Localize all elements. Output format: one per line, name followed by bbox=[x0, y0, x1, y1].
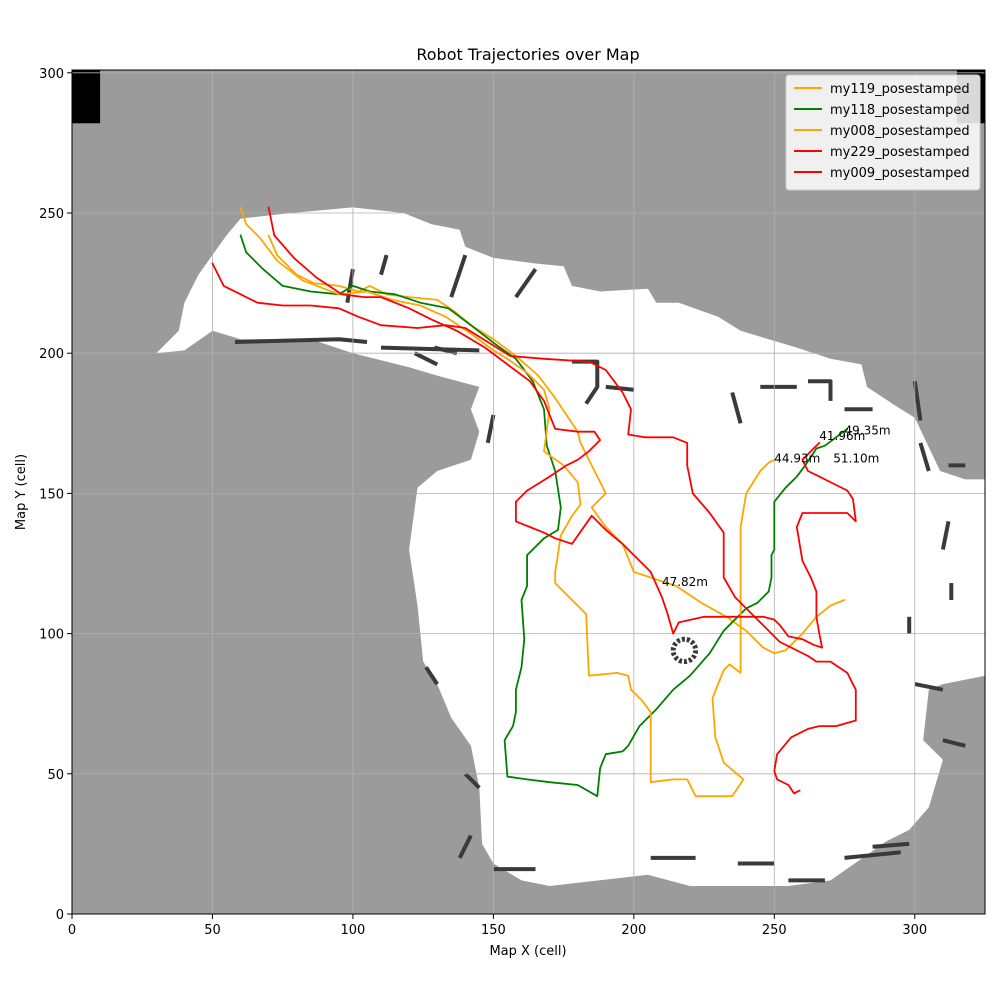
distance-annotation: 44.93m bbox=[774, 452, 820, 466]
map-block bbox=[72, 70, 101, 124]
y-tick-label: 150 bbox=[39, 487, 64, 502]
distance-annotation: 49.35m bbox=[845, 424, 891, 438]
map-free-area bbox=[156, 207, 985, 886]
x-tick-label: 150 bbox=[481, 923, 506, 938]
y-tick-label: 50 bbox=[47, 768, 64, 783]
x-tick-label: 100 bbox=[341, 923, 366, 938]
x-axis-label: Map X (cell) bbox=[489, 944, 566, 959]
y-tick-label: 300 bbox=[39, 67, 64, 82]
map-wall bbox=[433, 345, 458, 356]
map-wall bbox=[413, 351, 439, 367]
distance-annotation: 47.82m bbox=[662, 575, 708, 589]
y-axis-label: Map Y (cell) bbox=[14, 454, 29, 530]
map-wall bbox=[808, 379, 833, 401]
x-tick-label: 50 bbox=[204, 923, 221, 938]
x-tick-label: 0 bbox=[68, 923, 76, 938]
map-wall bbox=[940, 521, 951, 550]
y-tick-label: 250 bbox=[39, 207, 64, 222]
chart-title: Robot Trajectories over Map bbox=[416, 45, 639, 64]
map-wall bbox=[485, 414, 496, 444]
map-wall bbox=[872, 841, 910, 849]
legend-entry: my119_posestamped bbox=[830, 82, 970, 97]
map-wall bbox=[844, 850, 901, 860]
x-tick-label: 250 bbox=[762, 923, 787, 938]
map-wall bbox=[345, 268, 355, 304]
map-wall bbox=[514, 267, 538, 299]
map-wall bbox=[424, 666, 439, 686]
x-tick-label: 300 bbox=[902, 923, 927, 938]
map-wall bbox=[730, 391, 743, 424]
legend: my119_posestamped my118_posestamped my008_… bbox=[785, 74, 981, 191]
map-obstacle bbox=[670, 636, 699, 665]
map-wall bbox=[942, 738, 966, 748]
trajectory-my118_posestamped bbox=[239, 234, 849, 798]
y-tick-label: 0 bbox=[56, 908, 64, 923]
legend-entry: my009_posestamped bbox=[830, 166, 970, 181]
y-tick-label: 200 bbox=[39, 347, 64, 362]
y-tick-label: 100 bbox=[39, 628, 64, 643]
trajectory-my229_posestamped bbox=[211, 262, 857, 795]
map-wall bbox=[914, 682, 944, 692]
map-wall bbox=[379, 254, 389, 276]
distance-annotation: 51.10m bbox=[833, 452, 879, 466]
legend-entry: my118_posestamped bbox=[830, 103, 970, 118]
map-wall bbox=[457, 834, 473, 859]
distance-annotation: 41.96m bbox=[819, 429, 865, 443]
x-tick-label: 200 bbox=[621, 923, 646, 938]
trajectory-my119_posestamped bbox=[267, 234, 846, 655]
trajectory-my008_posestamped bbox=[239, 206, 776, 798]
legend-entry: my008_posestamped bbox=[830, 124, 970, 139]
map-wall bbox=[234, 337, 368, 344]
map-wall bbox=[449, 254, 468, 298]
legend-entry: my229_posestamped bbox=[830, 145, 970, 160]
map-wall bbox=[918, 442, 931, 472]
legend-box bbox=[785, 74, 981, 191]
trajectory-my009_posestamped bbox=[267, 206, 857, 649]
plot-frame bbox=[71, 69, 986, 915]
map-wall bbox=[463, 772, 481, 790]
map-wall bbox=[912, 380, 923, 421]
map-wall bbox=[380, 345, 480, 353]
